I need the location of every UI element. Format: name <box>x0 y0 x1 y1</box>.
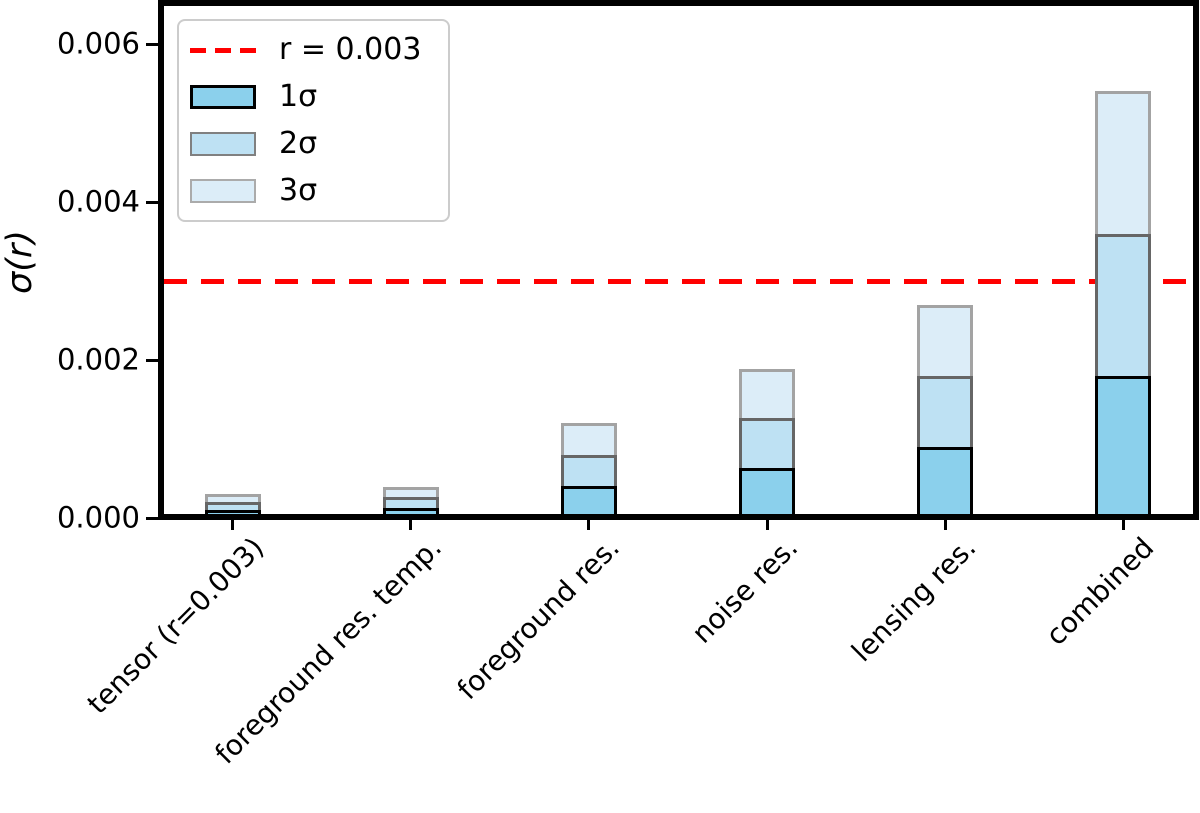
x-tick-mark <box>765 520 769 530</box>
x-tick-mark <box>943 520 947 530</box>
legend-label: 3σ <box>279 173 318 208</box>
legend-patch-1σ <box>190 85 256 109</box>
plot-content <box>164 6 1193 514</box>
y-tick-label: 0.006 <box>56 26 140 61</box>
y-tick-mark <box>146 516 158 520</box>
reference-line-r-0.003 <box>164 278 1193 284</box>
x-tick-label: tensor (r=0.003) <box>80 530 270 721</box>
x-tick-label: lensing res. <box>845 530 983 669</box>
x-tick-mark <box>231 520 235 530</box>
bar-1σ-lensing-res- <box>917 446 974 514</box>
x-tick-label: noise res. <box>685 530 805 650</box>
y-tick-label: 0.002 <box>56 342 140 377</box>
bar-1σ-noise-res- <box>739 468 795 514</box>
legend-label: 1σ <box>279 79 318 114</box>
y-tick-label: 0.000 <box>56 500 140 535</box>
legend-entry: r = 0.003 <box>190 27 448 74</box>
y-axis-label: σ(r) <box>0 230 40 294</box>
bar-1σ-foreground-res-temp- <box>382 507 439 514</box>
x-tick-label: foreground res. <box>450 530 627 707</box>
x-tick-mark <box>409 520 413 530</box>
y-tick-mark <box>146 358 158 362</box>
bar-2σ-tensor-r-0-003- <box>204 502 261 514</box>
legend-label: r = 0.003 <box>279 32 422 67</box>
y-tick-mark <box>146 200 158 204</box>
bar-1σ-tensor-r-0-003- <box>204 510 261 514</box>
x-tick-label: combined <box>1039 530 1161 652</box>
bar-1σ-combined <box>1095 375 1152 514</box>
legend-dashed-line-sample <box>190 47 256 53</box>
legend-patch-3σ <box>190 179 256 203</box>
bar-1σ-foreground-res- <box>560 486 617 514</box>
y-tick-label: 0.004 <box>56 184 140 219</box>
legend-entry: 1σ <box>190 74 448 121</box>
x-tick-mark <box>587 520 591 530</box>
y-tick-mark <box>146 42 158 46</box>
legend-label: 2σ <box>279 126 318 161</box>
legend-patch-2σ <box>190 132 256 156</box>
x-tick-mark <box>1121 520 1125 530</box>
legend-entry: 3σ <box>190 168 448 215</box>
legend-entry: 2σ <box>190 121 448 168</box>
legend: r = 0.003 1σ 2σ 3σ <box>177 19 450 222</box>
